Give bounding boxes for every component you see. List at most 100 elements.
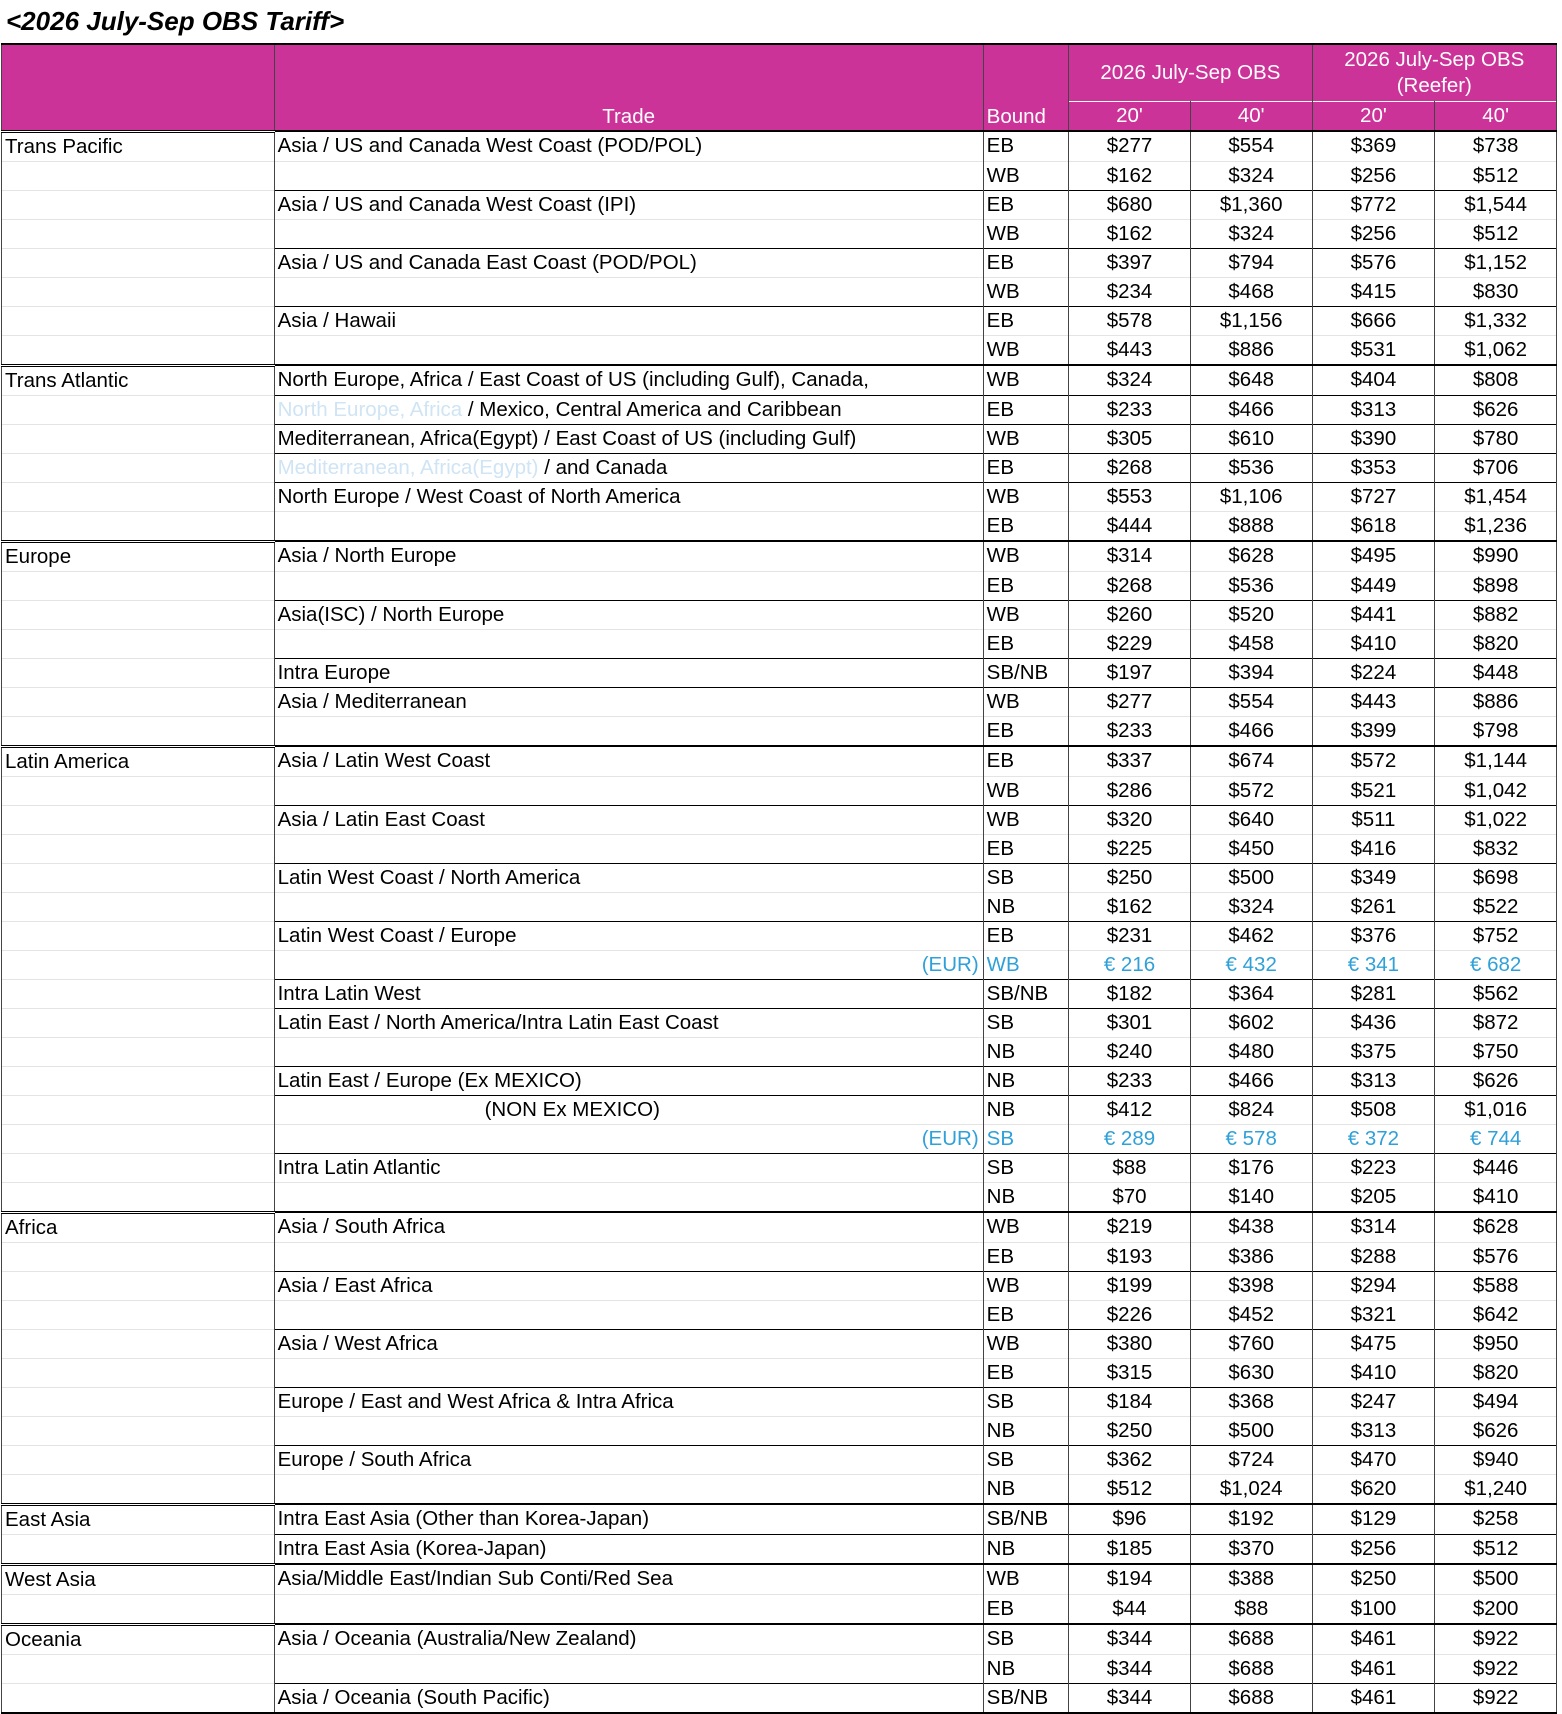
region-cell <box>1 978 275 1008</box>
region-cell <box>1 189 275 219</box>
obs-20-cell: $578 <box>1068 305 1191 335</box>
reefer-group-header: 2026 July-Sep OBS (Reefer) <box>1311 43 1558 102</box>
reefer-40-cell: $522 <box>1434 891 1557 921</box>
page-title: <2026 July-Sep OBS Tariff> <box>6 6 345 36</box>
obs-40-cell: $368 <box>1189 1386 1313 1416</box>
table-row: Latin West Coast / Europe EB $231 $462 $376 $… <box>1 920 1557 950</box>
table-row: NB $250 $500 $313 $626 <box>1 1415 1557 1445</box>
bound-cell: NB <box>982 1181 1070 1212</box>
obs-20-cell: $226 <box>1068 1299 1191 1329</box>
obs-20-cell: $231 <box>1068 920 1191 950</box>
reefer-20-cell: $353 <box>1311 452 1436 482</box>
obs-40-cell: $324 <box>1189 160 1313 190</box>
reefer-20-cell: $475 <box>1311 1328 1436 1358</box>
table-row: Asia / East Africa WB $199 $398 $294 $588 <box>1 1270 1557 1300</box>
trade-cell <box>273 1473 984 1504</box>
bound-cell: WB <box>982 1270 1070 1300</box>
trade-cell <box>273 334 984 365</box>
reefer-20-cell: $205 <box>1311 1181 1436 1212</box>
reefer-20-cell: $461 <box>1311 1623 1436 1654</box>
obs-20-cell: $305 <box>1068 423 1191 453</box>
reefer-40-cell: $626 <box>1434 394 1557 424</box>
obs-20-cell: $240 <box>1068 1036 1191 1066</box>
trade-header: Trade <box>273 43 984 131</box>
table-row: EB $226 $452 $321 $642 <box>1 1299 1557 1329</box>
header-row: Trade Bound 2026 July-Sep OBS 2026 July-… <box>1 43 1558 131</box>
bound-cell: EB <box>982 833 1070 863</box>
bound-cell: WB <box>982 364 1070 395</box>
obs-40-cell: $674 <box>1189 745 1313 776</box>
obs-40-cell: $628 <box>1189 540 1313 571</box>
table-row: NB $70 $140 $205 $410 <box>1 1181 1557 1212</box>
trade-cell: Asia / East Africa <box>273 1270 984 1300</box>
reefer-20-cell: $349 <box>1311 862 1436 892</box>
trade-cell: Asia / US and Canada East Coast (POD/POL… <box>273 247 984 277</box>
obs-20-cell: $362 <box>1068 1444 1191 1474</box>
obs-40-cell: $888 <box>1189 510 1313 541</box>
table-row: EB $229 $458 $410 $820 <box>1 628 1557 658</box>
trade-faded-text: Mediterranean, Africa(Egypt) <box>277 455 539 479</box>
region-cell <box>1 1123 275 1153</box>
obs-40-cell: € 578 <box>1189 1123 1313 1153</box>
bound-cell: SB <box>982 1007 1070 1037</box>
obs-20-cell: $250 <box>1068 1415 1191 1445</box>
reefer-20-cell: $404 <box>1311 364 1436 395</box>
reefer-40-cell: $940 <box>1434 1444 1557 1474</box>
bound-cell: WB <box>982 423 1070 453</box>
obs-40-cell: $648 <box>1189 364 1313 395</box>
obs-40-cell: $500 <box>1189 1415 1313 1445</box>
table-row: North Europe, Africa / Mexico, Central A… <box>1 394 1557 424</box>
table-row: WB $286 $572 $521 $1,042 <box>1 775 1557 805</box>
reefer-20-cell: $313 <box>1311 1415 1436 1445</box>
table-row: North Europe / West Coast of North Ameri… <box>1 481 1557 511</box>
reefer-20-cell: $576 <box>1311 247 1436 277</box>
reefer-40-cell: $1,454 <box>1434 481 1557 511</box>
reefer-20-cell: $572 <box>1311 745 1436 776</box>
obs-20-cell: $70 <box>1068 1181 1191 1212</box>
obs-20-cell: $96 <box>1068 1503 1191 1534</box>
obs-20-cell: $233 <box>1068 715 1191 746</box>
reefer-20-cell: $461 <box>1311 1682 1436 1714</box>
obs-40-cell: $1,106 <box>1189 481 1313 511</box>
obs-40-cell: $370 <box>1189 1533 1313 1564</box>
obs-40-cell: $176 <box>1189 1152 1313 1182</box>
obs-20-cell: $337 <box>1068 745 1191 776</box>
obs-20-cell: $314 <box>1068 540 1191 571</box>
region-cell: Trans Pacific <box>1 129 275 161</box>
obs-20-cell: $193 <box>1068 1241 1191 1271</box>
table-row: Europe Asia / North Europe WB $314 $628 $495 $… <box>1 539 1557 571</box>
bound-cell: EB <box>982 628 1070 658</box>
obs-40-cell: $324 <box>1189 891 1313 921</box>
reefer-20-cell: $369 <box>1311 130 1436 161</box>
obs-20-cell: $444 <box>1068 510 1191 541</box>
reefer-20-cell: $410 <box>1311 1357 1436 1387</box>
trade-cell <box>273 833 984 863</box>
reefer-40-cell: $626 <box>1434 1415 1557 1445</box>
obs-20-cell: $184 <box>1068 1386 1191 1416</box>
table-row: Intra Latin Atlantic SB $88 $176 $223 $446 <box>1 1152 1557 1182</box>
trade-cell: Intra East Asia (Korea-Japan) <box>273 1533 984 1564</box>
bound-cell: EB <box>982 1593 1070 1624</box>
region-header <box>1 43 275 131</box>
obs-40-cell: $688 <box>1189 1682 1313 1714</box>
table-row: EB $193 $386 $288 $576 <box>1 1241 1557 1271</box>
bound-header: Bound <box>982 43 1070 131</box>
reefer-20-cell: $294 <box>1311 1270 1436 1300</box>
reefer-40-cell: $882 <box>1434 599 1557 629</box>
obs-20-cell: $199 <box>1068 1270 1191 1300</box>
reefer-40-cell: $588 <box>1434 1270 1557 1300</box>
table-row: NB $240 $480 $375 $750 <box>1 1036 1557 1066</box>
reefer-20-cell: $727 <box>1311 481 1436 511</box>
reefer-40-cell: $922 <box>1434 1682 1557 1714</box>
region-cell <box>1 334 275 365</box>
bound-cell: EB <box>982 305 1070 335</box>
reefer-20-cell: $511 <box>1311 804 1436 834</box>
obs-40-cell: € 432 <box>1189 949 1313 979</box>
obs-20-cell: $268 <box>1068 452 1191 482</box>
bound-cell: NB <box>982 1533 1070 1564</box>
trade-cell <box>273 1181 984 1212</box>
reefer-20-cell: $399 <box>1311 715 1436 746</box>
bound-cell: WB <box>982 804 1070 834</box>
obs-20-cell: $162 <box>1068 218 1191 248</box>
region-cell <box>1 804 275 834</box>
